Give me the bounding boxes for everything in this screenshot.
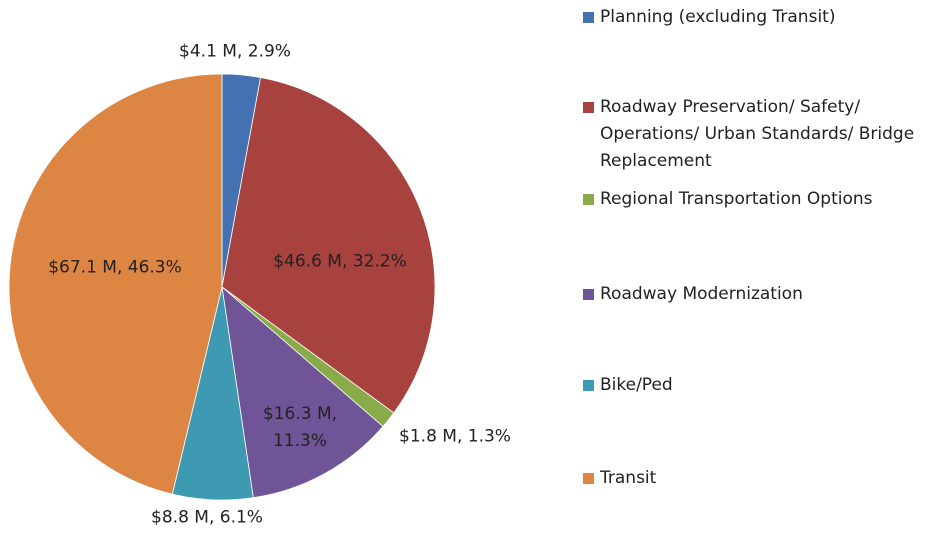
legend-label: Transit — [600, 468, 657, 488]
legend-swatch — [583, 102, 594, 113]
data-label: $16.3 M, 11.3% — [262, 404, 338, 451]
legend-swatch — [583, 380, 594, 391]
data-label: $4.1 M, 2.9% — [179, 41, 291, 62]
data-label: $46.6 M, 32.2% — [273, 251, 407, 272]
legend-label: Bike/Ped — [600, 375, 673, 395]
legend-label: Roadway Preservation/ Safety/ Operations… — [600, 97, 915, 171]
legend-label: Roadway Modernization — [600, 284, 803, 304]
data-label: $1.8 M, 1.3% — [399, 426, 511, 447]
data-label: $67.1 M, 46.3% — [48, 257, 182, 278]
legend-swatch — [583, 12, 594, 23]
legend-label: Regional Transportation Options — [600, 189, 873, 209]
pie-slice — [8, 73, 223, 495]
pie-slice — [221, 285, 384, 499]
legend-swatch — [583, 473, 594, 484]
data-label: $8.8 M, 6.1% — [151, 507, 263, 528]
pie-slice — [221, 77, 436, 414]
legend-swatch — [583, 194, 594, 205]
legend-label: Planning (excluding Transit) — [600, 7, 836, 27]
legend-swatch — [583, 289, 594, 300]
